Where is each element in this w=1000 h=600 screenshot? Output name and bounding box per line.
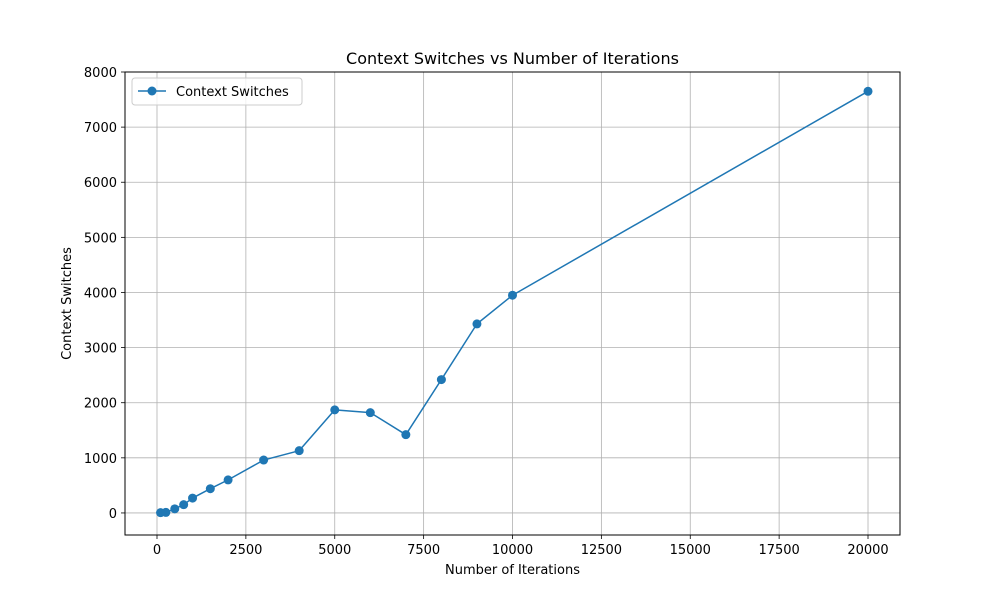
x-tick-label: 2500 (229, 543, 262, 558)
legend-label: Context Switches (176, 85, 289, 100)
x-tick-label: 10000 (492, 543, 533, 558)
data-point (365, 408, 375, 418)
y-tick-label: 0 (109, 507, 117, 522)
series-line-layer (160, 90, 869, 514)
y-tick-label: 1000 (84, 452, 117, 467)
x-tick-label: 15000 (670, 543, 711, 558)
y-tick-label: 5000 (84, 231, 117, 246)
y-tick-label: 4000 (84, 286, 117, 301)
data-point (508, 290, 517, 300)
data-point (188, 493, 198, 503)
y-tick-label: 3000 (84, 342, 117, 357)
grid (125, 71, 900, 535)
data-point (179, 500, 189, 510)
data-point (436, 375, 446, 385)
y-tick-label: 7000 (84, 121, 117, 136)
x-axis-label: Number of Iterations (445, 563, 580, 578)
data-point (161, 507, 171, 517)
data-point (401, 430, 411, 440)
x-tick-label: 5000 (318, 543, 351, 558)
data-point (294, 446, 304, 456)
data-points (156, 86, 873, 518)
chart-title: Context Switches vs Number of Iterations (346, 49, 679, 68)
data-point (330, 405, 340, 415)
y-axis-ticks: 0 1000 2000 3000 4000 5000 6000 7000 8000 (84, 66, 125, 522)
y-tick-label: 6000 (84, 176, 117, 191)
x-axis-ticks: 0 2500 5000 7500 10000 12500 15000 17500 20000 (153, 535, 889, 558)
data-point (223, 475, 233, 485)
x-tick-label: 7500 (407, 543, 440, 558)
data-point (170, 504, 180, 514)
x-tick-label: 12500 (581, 543, 622, 558)
y-tick-label: 2000 (84, 397, 117, 412)
x-tick-label: 20000 (847, 543, 888, 558)
x-tick-label: 0 (153, 543, 161, 558)
series-line (160, 90, 869, 514)
y-tick-label: 8000 (84, 66, 117, 81)
legend-box (131, 77, 303, 106)
data-point (472, 319, 482, 329)
legend-marker-swatch (147, 86, 157, 96)
legend: Context Switches (131, 77, 303, 106)
data-point (259, 455, 269, 465)
y-axis-label: Context Switches (60, 247, 75, 360)
data-point (863, 86, 873, 96)
data-point (205, 484, 215, 494)
x-tick-label: 17500 (758, 543, 799, 558)
